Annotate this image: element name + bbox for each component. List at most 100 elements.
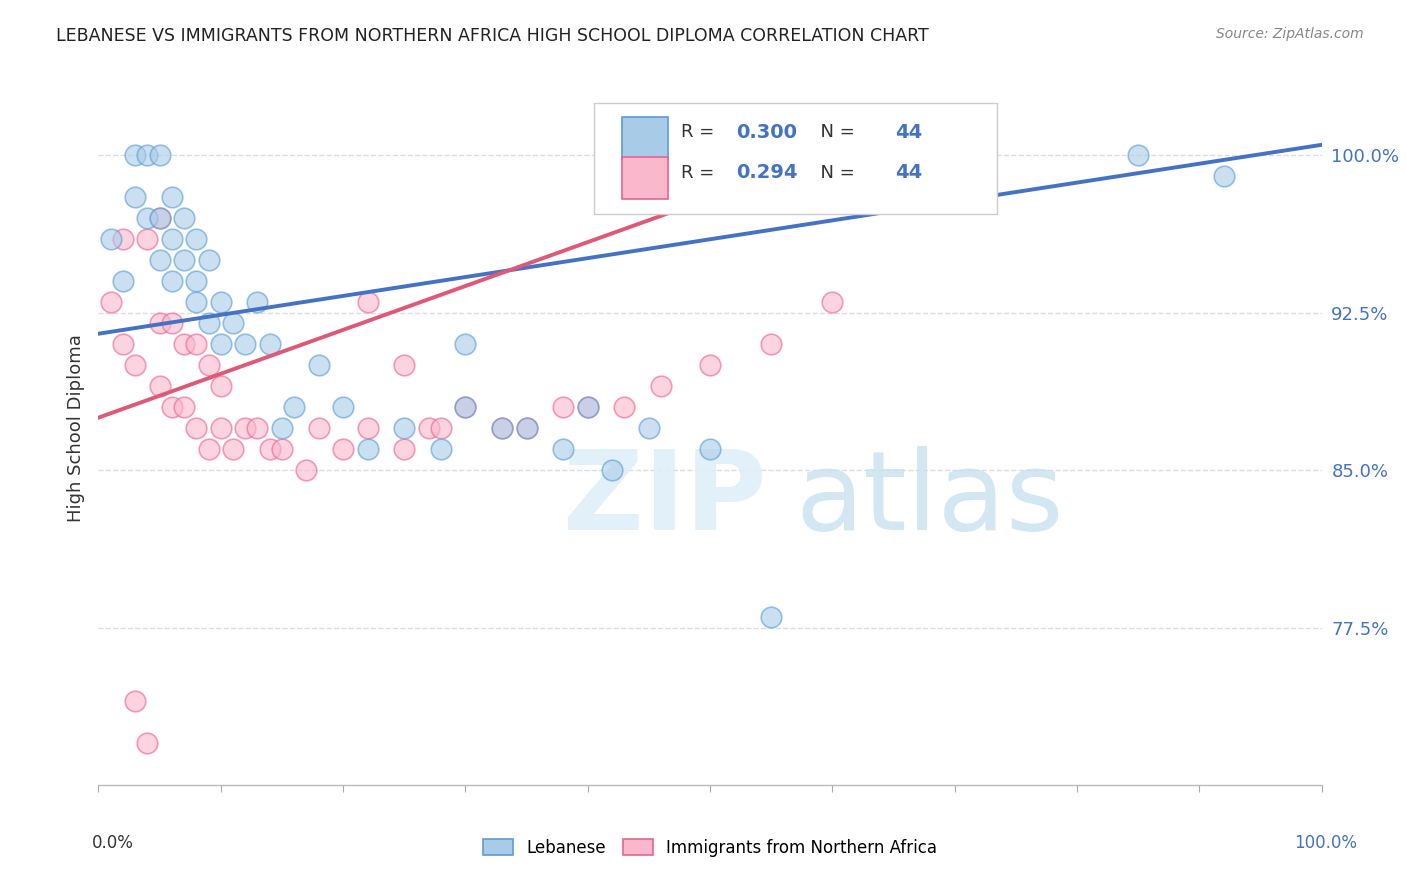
Point — [553, 400, 575, 414]
Point — [100, 232, 122, 246]
Point — [209, 421, 232, 435]
Point — [246, 295, 269, 310]
Text: 0.0%: 0.0% — [91, 834, 134, 852]
FancyBboxPatch shape — [621, 157, 668, 200]
Point — [332, 442, 354, 457]
Point — [136, 232, 159, 246]
Text: N =: N = — [808, 123, 860, 141]
Point — [222, 316, 245, 330]
Point — [173, 337, 195, 351]
Point — [233, 337, 256, 351]
Point — [186, 421, 208, 435]
Point — [259, 337, 281, 351]
Text: Source: ZipAtlas.com: Source: ZipAtlas.com — [1216, 27, 1364, 41]
Point — [1212, 169, 1234, 184]
Point — [430, 421, 453, 435]
Point — [186, 232, 208, 246]
Point — [160, 274, 183, 288]
Point — [515, 421, 537, 435]
Point — [124, 694, 146, 708]
Point — [111, 232, 134, 246]
Point — [149, 379, 172, 393]
Point — [392, 442, 416, 457]
Point — [197, 442, 219, 457]
Point — [699, 442, 721, 457]
Point — [160, 190, 183, 204]
Text: ZIP: ZIP — [564, 446, 766, 553]
Point — [613, 400, 636, 414]
Point — [515, 421, 537, 435]
Point — [186, 295, 208, 310]
Text: atlas: atlas — [796, 446, 1064, 553]
Point — [209, 295, 232, 310]
Point — [430, 442, 453, 457]
Point — [356, 421, 378, 435]
Point — [111, 274, 134, 288]
Text: 44: 44 — [894, 163, 922, 182]
Point — [233, 421, 256, 435]
Point — [197, 316, 219, 330]
Point — [149, 211, 172, 226]
Point — [124, 148, 146, 162]
Point — [259, 442, 281, 457]
Point — [160, 400, 183, 414]
Point — [761, 610, 783, 624]
Point — [761, 337, 783, 351]
Point — [491, 421, 513, 435]
Point — [149, 148, 172, 162]
Point — [173, 253, 195, 268]
Point — [283, 400, 305, 414]
Text: LEBANESE VS IMMIGRANTS FROM NORTHERN AFRICA HIGH SCHOOL DIPLOMA CORRELATION CHAR: LEBANESE VS IMMIGRANTS FROM NORTHERN AFR… — [56, 27, 929, 45]
Text: N =: N = — [808, 164, 860, 182]
Point — [454, 337, 477, 351]
Text: R =: R = — [681, 164, 720, 182]
Text: 0.294: 0.294 — [735, 163, 797, 182]
Point — [136, 148, 159, 162]
Point — [356, 295, 378, 310]
Point — [576, 400, 599, 414]
Point — [821, 295, 844, 310]
Text: 100.0%: 100.0% — [1294, 834, 1357, 852]
Point — [308, 358, 330, 372]
Point — [209, 379, 232, 393]
Point — [454, 400, 477, 414]
Point — [160, 316, 183, 330]
Point — [650, 379, 672, 393]
Y-axis label: High School Diploma: High School Diploma — [66, 334, 84, 522]
Point — [186, 337, 208, 351]
Point — [209, 337, 232, 351]
Point — [186, 274, 208, 288]
Point — [111, 337, 134, 351]
Point — [392, 358, 416, 372]
Text: R =: R = — [681, 123, 720, 141]
Text: 0.300: 0.300 — [735, 122, 797, 142]
Point — [197, 358, 219, 372]
Point — [160, 232, 183, 246]
Point — [295, 463, 318, 477]
Point — [699, 358, 721, 372]
Point — [1128, 148, 1150, 162]
Point — [491, 421, 513, 435]
Point — [124, 190, 146, 204]
Point — [270, 421, 294, 435]
Point — [197, 253, 219, 268]
Point — [553, 442, 575, 457]
Legend: Lebanese, Immigrants from Northern Africa: Lebanese, Immigrants from Northern Afric… — [477, 832, 943, 863]
Point — [124, 358, 146, 372]
Point — [332, 400, 354, 414]
Point — [149, 211, 172, 226]
Point — [392, 421, 416, 435]
Point — [637, 421, 661, 435]
Point — [356, 442, 378, 457]
FancyBboxPatch shape — [593, 103, 997, 214]
Point — [149, 253, 172, 268]
Point — [149, 316, 172, 330]
Point — [246, 421, 269, 435]
Point — [136, 211, 159, 226]
Point — [454, 400, 477, 414]
Point — [100, 295, 122, 310]
Point — [222, 442, 245, 457]
Point — [418, 421, 440, 435]
Point — [173, 400, 195, 414]
Point — [270, 442, 294, 457]
